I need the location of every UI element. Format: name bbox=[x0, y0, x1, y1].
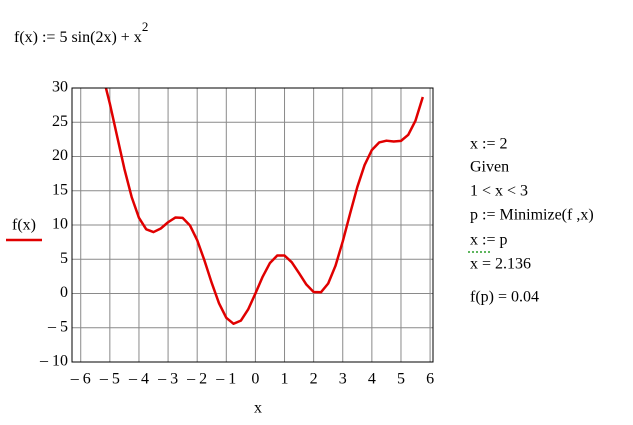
x-tick-label: 2 bbox=[310, 371, 318, 388]
y-tick-label: – 5 bbox=[47, 318, 68, 335]
y-tick-label: 10 bbox=[52, 216, 68, 233]
x-axis-label: x bbox=[254, 400, 262, 417]
definition: f(x) := 5 sin(2x) + x bbox=[14, 29, 142, 46]
plot-area bbox=[104, 88, 425, 326]
x-tick-label: 4 bbox=[368, 371, 376, 388]
worksheet-line: x := p bbox=[470, 232, 507, 249]
y-tick-label: 30 bbox=[52, 79, 68, 96]
x-tick-label: – 4 bbox=[128, 371, 149, 388]
plot-frame bbox=[71, 87, 434, 363]
x-tick-label: 6 bbox=[426, 371, 434, 388]
data-line bbox=[104, 88, 425, 326]
y-tick-label: 15 bbox=[52, 181, 68, 198]
worksheet-line: x = 2.136 bbox=[470, 256, 531, 273]
worksheet-line: p := Minimize(f ,x) bbox=[470, 207, 594, 224]
x-tick-label: – 3 bbox=[157, 371, 178, 388]
exponent: 2 bbox=[142, 19, 149, 34]
worksheet-line: 1 < x < 3 bbox=[470, 183, 528, 200]
worksheet-line: f(p) = 0.04 bbox=[470, 289, 539, 306]
y-tick-label: 5 bbox=[60, 250, 68, 267]
x-tick-label: – 5 bbox=[99, 371, 120, 388]
legend-label: f(x) bbox=[12, 217, 36, 234]
x-tick-label: – 2 bbox=[186, 371, 207, 388]
y-tick-label: 25 bbox=[52, 113, 68, 130]
x-tick-label: 0 bbox=[251, 371, 259, 388]
worksheet-line: x := 2 bbox=[470, 136, 507, 153]
x-tick-label: – 6 bbox=[70, 371, 91, 388]
x-tick-label: 1 bbox=[281, 371, 289, 388]
y-tick-label: 0 bbox=[60, 284, 68, 301]
x-tick-label: 3 bbox=[339, 371, 347, 388]
x-tick-label: – 1 bbox=[215, 371, 236, 388]
x-tick-label: 5 bbox=[397, 371, 405, 388]
function-definition: f(x) := 5 sin(2x) + x2 bbox=[14, 19, 148, 46]
worksheet-line: Given bbox=[470, 159, 509, 176]
y-tick-label: – 10 bbox=[39, 353, 68, 370]
y-tick-label: 20 bbox=[52, 147, 68, 164]
